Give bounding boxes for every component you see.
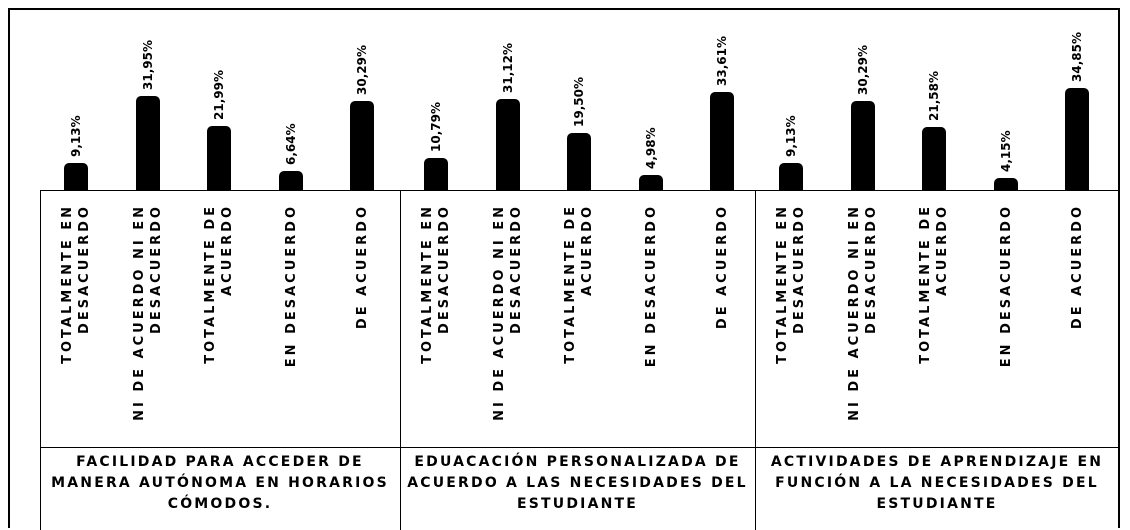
- value-label: 33,61%: [715, 35, 730, 86]
- category-label: TOTALMENTE DE ACUERDO: [916, 204, 952, 444]
- value-label: 31,12%: [500, 42, 515, 93]
- category-text: TOTALMENTE EN DESACUERDO: [420, 204, 452, 364]
- bar: [350, 101, 375, 190]
- group-box: [40, 190, 400, 530]
- value-label: 9,13%: [69, 115, 83, 158]
- value-label: 10,79%: [429, 102, 443, 153]
- value-label: 4,15%: [998, 130, 1013, 172]
- category-label: DE ACUERDO: [344, 204, 380, 444]
- category-label: NI DE ACUERDO NI EN DESACUERDO: [130, 204, 166, 444]
- frame: [8, 8, 1120, 528]
- bar: [922, 126, 947, 190]
- category-text: DE ACUERDO: [354, 204, 370, 330]
- value-label: 30,29%: [355, 45, 370, 96]
- group-box: [755, 190, 1119, 530]
- value-label: 21,58%: [927, 70, 942, 121]
- category-text: NI DE ACUERDO NI EN DESACUERDO: [846, 204, 879, 421]
- category-text: DE ACUERDO: [1069, 204, 1085, 330]
- group-label: FACILIDAD PARA ACCEDER DE MANERA AUTÓNOM…: [51, 454, 389, 512]
- group-label: ACTIVIDADES DE APRENDIZAJE EN FUNCIÓN A …: [770, 454, 1104, 512]
- divider: [40, 447, 1119, 448]
- bar: [779, 163, 803, 190]
- category-label: NI DE ACUERDO NI EN DESACUERDO: [845, 204, 881, 444]
- value-label: 30,29%: [855, 45, 870, 96]
- category-text: NI DE ACUERDO NI EN DESACUERDO: [131, 204, 164, 421]
- category-label: TOTALMENTE DE ACUERDO: [201, 204, 237, 444]
- bar: [993, 177, 1018, 190]
- category-label: EN DESACUERDO: [273, 204, 309, 444]
- bar: [207, 125, 232, 190]
- page: {"chart_data": {"type": "bar", "color": …: [8, 8, 1120, 530]
- category-label: TOTALMENTE EN DESACUERDO: [58, 204, 94, 444]
- category-label: TOTALMENTE EN DESACUERDO: [418, 204, 454, 444]
- value-label: 4,98%: [643, 127, 658, 170]
- bar: [638, 175, 663, 190]
- category-text: TOTALMENTE EN DESACUERDO: [60, 204, 92, 364]
- value-label: 6,64%: [283, 122, 298, 165]
- category-text: TOTALMENTE DE ACUERDO: [563, 204, 596, 364]
- bar: [135, 96, 160, 190]
- category-label: EN DESACUERDO: [988, 204, 1024, 444]
- bar: [1065, 87, 1090, 190]
- bar: [850, 101, 875, 190]
- category-text: EN DESACUERDO: [643, 204, 659, 368]
- bar: [710, 91, 735, 190]
- category-text: TOTALMENTE DE ACUERDO: [918, 204, 951, 364]
- bar: [424, 158, 448, 190]
- category-text: TOTALMENTE DE ACUERDO: [203, 204, 236, 364]
- value-label: 9,13%: [784, 115, 798, 158]
- bar: [495, 98, 520, 190]
- category-label: EN DESACUERDO: [633, 204, 669, 444]
- group-label: EDUACACIÓN PERSONALIZADA DE ACUERDO A LA…: [407, 454, 748, 512]
- value-label: 19,50%: [572, 76, 587, 127]
- value-label: 21,99%: [212, 69, 227, 120]
- bar: [567, 132, 592, 190]
- bar: [278, 170, 303, 190]
- category-text: EN DESACUERDO: [998, 204, 1014, 368]
- category-text: EN DESACUERDO: [283, 204, 299, 368]
- category-label: DE ACUERDO: [704, 204, 740, 444]
- category-text: DE ACUERDO: [714, 204, 730, 330]
- value-label: 31,95%: [140, 40, 155, 91]
- bar: [64, 163, 88, 190]
- category-label: NI DE ACUERDO NI EN DESACUERDO: [490, 204, 526, 444]
- category-label: DE ACUERDO: [1059, 204, 1095, 444]
- category-label: TOTALMENTE DE ACUERDO: [561, 204, 597, 444]
- category-text: NI DE ACUERDO NI EN DESACUERDO: [491, 204, 524, 421]
- value-label: 34,85%: [1070, 31, 1085, 82]
- category-text: TOTALMENTE EN DESACUERDO: [775, 204, 807, 364]
- group-box: [400, 190, 755, 530]
- category-label: TOTALMENTE EN DESACUERDO: [773, 204, 809, 444]
